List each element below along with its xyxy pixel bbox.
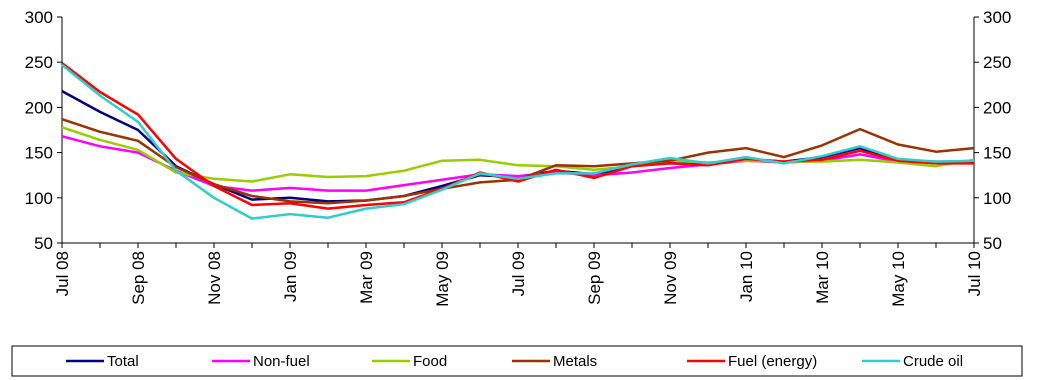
series-line-food [61,126,975,183]
series-line-fuel-energy [61,62,974,210]
x-tick-label: Sep 08 [129,251,148,305]
y-tick-label-left: 150 [25,144,53,163]
x-tick-label: Mar 09 [357,251,376,304]
legend-label-crude-oil: Crude oil [903,353,963,370]
y-tick-label-right: 150 [983,144,1011,163]
y-tick-label-left: 300 [25,8,53,27]
x-tick-label: May 09 [433,251,452,307]
x-tick-label: Jan 09 [281,251,300,302]
y-tick-label-right: 100 [983,189,1011,208]
legend-label-total: Total [107,353,139,370]
series-line-total [61,90,974,203]
y-tick-label-right: 200 [983,98,1011,117]
x-tick-label: Mar 10 [813,251,832,304]
series-lines [61,62,975,220]
legend-label-metals: Metals [553,353,597,370]
y-tick-label-right: 50 [983,234,1002,253]
x-tick-label: Nov 08 [205,251,224,305]
y-tick-label-left: 200 [25,98,53,117]
x-tick-label: May 10 [889,251,908,307]
legend-label-fuel-energy: Fuel (energy) [728,353,817,370]
x-tick-label: Jul 09 [509,251,528,296]
legend: Total Non-fuel Food Metals Fuel (energy) Crud… [11,345,1023,377]
y-tick-label-right: 300 [983,8,1011,27]
series-line-crude-oil [61,63,975,220]
legend-label-food: Food [413,353,447,370]
legend-label-non-fuel: Non-fuel [253,353,310,370]
axes: 50 50 100 100 150 150 200 200 250 250 300 300 Jul 08… [25,8,1012,307]
x-tick-label: Nov 09 [661,251,680,305]
y-tick-label-right: 250 [983,53,1011,72]
x-tick-label: Jan 10 [737,251,756,302]
y-tick-label-left: 250 [25,53,53,72]
x-tick-label: Jul 10 [965,251,984,296]
y-tick-label-left: 50 [34,234,53,253]
x-tick-label: Sep 09 [585,251,604,305]
x-tick-label: Jul 08 [53,251,72,296]
y-tick-label-left: 100 [25,189,53,208]
